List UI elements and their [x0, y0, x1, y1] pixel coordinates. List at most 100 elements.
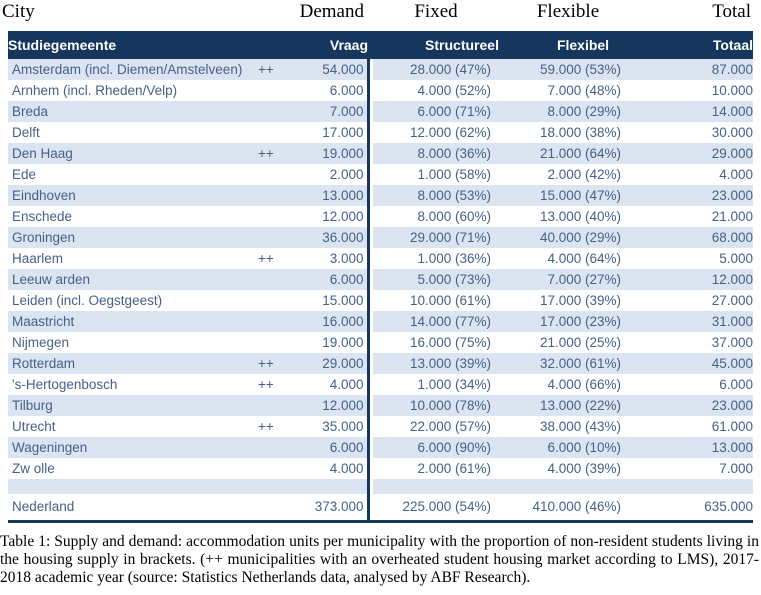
overheated-marker	[258, 395, 303, 416]
fixed-value: 14.000 (77%)	[366, 311, 497, 332]
table-row: Zw olle 4.000 2.000 (61%) 4.000 (39%) 7.…	[8, 458, 754, 479]
table-row: 's-Hertogenbosch ++ 4.000 1.000 (34%) 4.…	[8, 374, 754, 395]
total-value: 4.000	[626, 164, 754, 185]
flexible-value: 13.000 (40%)	[496, 206, 627, 227]
table-row: Leiden (incl. Oegstgeest) 15.000 10.000 …	[8, 290, 754, 311]
flexible-value: 17.000 (39%)	[496, 290, 627, 311]
flexible-value: 21.000 (25%)	[496, 332, 627, 353]
flexible-value: 4.000 (39%)	[496, 458, 627, 479]
city-name: Groningen	[8, 227, 258, 248]
header-flexibel-text: Flexibel	[556, 37, 610, 53]
municipality-table: Studiegemeente Vraag Structureel Flexibe…	[8, 31, 754, 523]
fixed-value: 4.000 (52%)	[366, 80, 497, 101]
city-name: Tilburg	[8, 395, 258, 416]
table-row: Utrecht ++ 35.000 22.000 (57%) 38.000 (4…	[8, 416, 754, 437]
fixed-value: 13.000 (39%)	[366, 353, 497, 374]
city-name: Amsterdam (incl. Diemen/Amstelveen)	[8, 59, 258, 80]
fixed-value: 12.000 (62%)	[366, 122, 497, 143]
flexible-value: 2.000 (42%)	[496, 164, 627, 185]
table-row: Wageningen 6.000 6.000 (90%) 6.000 (10%)…	[8, 437, 754, 458]
flexible-value: 21.000 (64%)	[496, 143, 627, 164]
flexible-value: 4.000 (64%)	[496, 248, 627, 269]
total-value: 27.000	[626, 290, 754, 311]
city-name: Arnhem (incl. Rheden/Velp)	[8, 80, 258, 101]
demand-value: 16.000	[302, 311, 369, 332]
demand-value: 13.000	[302, 185, 369, 206]
table-row: Groningen 36.000 29.000 (71%) 40.000 (29…	[8, 227, 754, 248]
table-row: Nijmegen 19.000 16.000 (75%) 21.000 (25%…	[8, 332, 754, 353]
city-name: Utrecht	[8, 416, 258, 437]
flexible-value: 18.000 (38%)	[496, 122, 627, 143]
table-body: Amsterdam (incl. Diemen/Amstelveen) ++ 5…	[8, 59, 754, 479]
city-name: Nijmegen	[8, 332, 258, 353]
city-name: Breda	[8, 101, 258, 122]
table-row: Maastricht 16.000 14.000 (77%) 17.000 (2…	[8, 311, 754, 332]
demand-value: 35.000	[302, 416, 369, 437]
header-structureel-text: Structureel	[425, 37, 499, 53]
fixed-value: 8.000 (53%)	[366, 185, 497, 206]
overheated-marker: ++	[258, 248, 303, 269]
demand-value: 17.000	[302, 122, 369, 143]
fixed-value: 1.000 (34%)	[366, 374, 497, 395]
spacer-cell	[258, 479, 303, 494]
city-name: Rotterdam	[8, 353, 258, 374]
total-value: 29.000	[626, 143, 754, 164]
demand-value: 2.000	[302, 164, 369, 185]
table-row: Delft 17.000 12.000 (62%) 18.000 (38%) 3…	[8, 122, 754, 143]
total-row: Nederland 373.000 225.000 (54%) 410.000 …	[8, 494, 754, 522]
total-city: Nederland	[8, 494, 258, 522]
demand-value: 6.000	[302, 437, 369, 458]
total-value: 5.000	[626, 248, 754, 269]
table-row: Den Haag ++ 19.000 8.000 (36%) 21.000 (6…	[8, 143, 754, 164]
total-value: 61.000	[626, 416, 754, 437]
fixed-value: 10.000 (78%)	[366, 395, 497, 416]
fixed-value: 1.000 (36%)	[366, 248, 497, 269]
city-name: Haarlem	[8, 248, 258, 269]
demand-value: 7.000	[302, 101, 369, 122]
overheated-marker: ++	[258, 59, 303, 80]
flexible-value: 38.000 (43%)	[496, 416, 627, 437]
fixed-value: 16.000 (75%)	[366, 332, 497, 353]
table-row: Arnhem (incl. Rheden/Velp) 6.000 4.000 (…	[8, 80, 754, 101]
overheated-marker: ++	[258, 353, 303, 374]
overheated-marker	[258, 227, 303, 248]
fixed-value: 2.000 (61%)	[366, 458, 497, 479]
table-row: Amsterdam (incl. Diemen/Amstelveen) ++ 5…	[8, 59, 754, 80]
flexible-value: 8.000 (29%)	[496, 101, 627, 122]
table-row: Rotterdam ++ 29.000 13.000 (39%) 32.000 …	[8, 353, 754, 374]
demand-value: 19.000	[302, 332, 369, 353]
total-flexible: 410.000 (46%)	[496, 494, 627, 522]
table-header-row: Studiegemeente Vraag Structureel Flexibe…	[8, 31, 754, 59]
demand-value: 36.000	[302, 227, 369, 248]
flexible-value: 59.000 (53%)	[496, 59, 627, 80]
total-value: 31.000	[626, 311, 754, 332]
overheated-marker: ++	[258, 374, 303, 395]
flexible-value: 4.000 (66%)	[496, 374, 627, 395]
label-total: Total	[712, 1, 751, 22]
demand-value: 3.000	[302, 248, 369, 269]
flexible-value: 17.000 (23%)	[496, 311, 627, 332]
demand-value: 12.000	[302, 206, 369, 227]
overheated-marker	[258, 122, 303, 143]
demand-value: 6.000	[302, 80, 369, 101]
demand-value: 15.000	[302, 290, 369, 311]
spacer-row	[8, 479, 754, 494]
overheated-marker: ++	[258, 416, 303, 437]
label-fixed: Fixed	[414, 1, 458, 22]
flexible-value: 7.000 (48%)	[496, 80, 627, 101]
overheated-marker	[258, 101, 303, 122]
table-row: Enschede 12.000 8.000 (60%) 13.000 (40%)…	[8, 206, 754, 227]
header-totaal: Totaal	[626, 31, 754, 59]
demand-value: 12.000	[302, 395, 369, 416]
city-name: Maastricht	[8, 311, 258, 332]
total-demand: 373.000	[302, 494, 369, 522]
fixed-value: 29.000 (71%)	[366, 227, 497, 248]
total-value: 68.000	[626, 227, 754, 248]
spacer-cell	[8, 479, 258, 494]
overheated-marker	[258, 206, 303, 227]
table-row: Tilburg 12.000 10.000 (78%) 13.000 (22%)…	[8, 395, 754, 416]
flexible-value: 40.000 (29%)	[496, 227, 627, 248]
city-name: Eindhoven	[8, 185, 258, 206]
fixed-value: 8.000 (60%)	[366, 206, 497, 227]
